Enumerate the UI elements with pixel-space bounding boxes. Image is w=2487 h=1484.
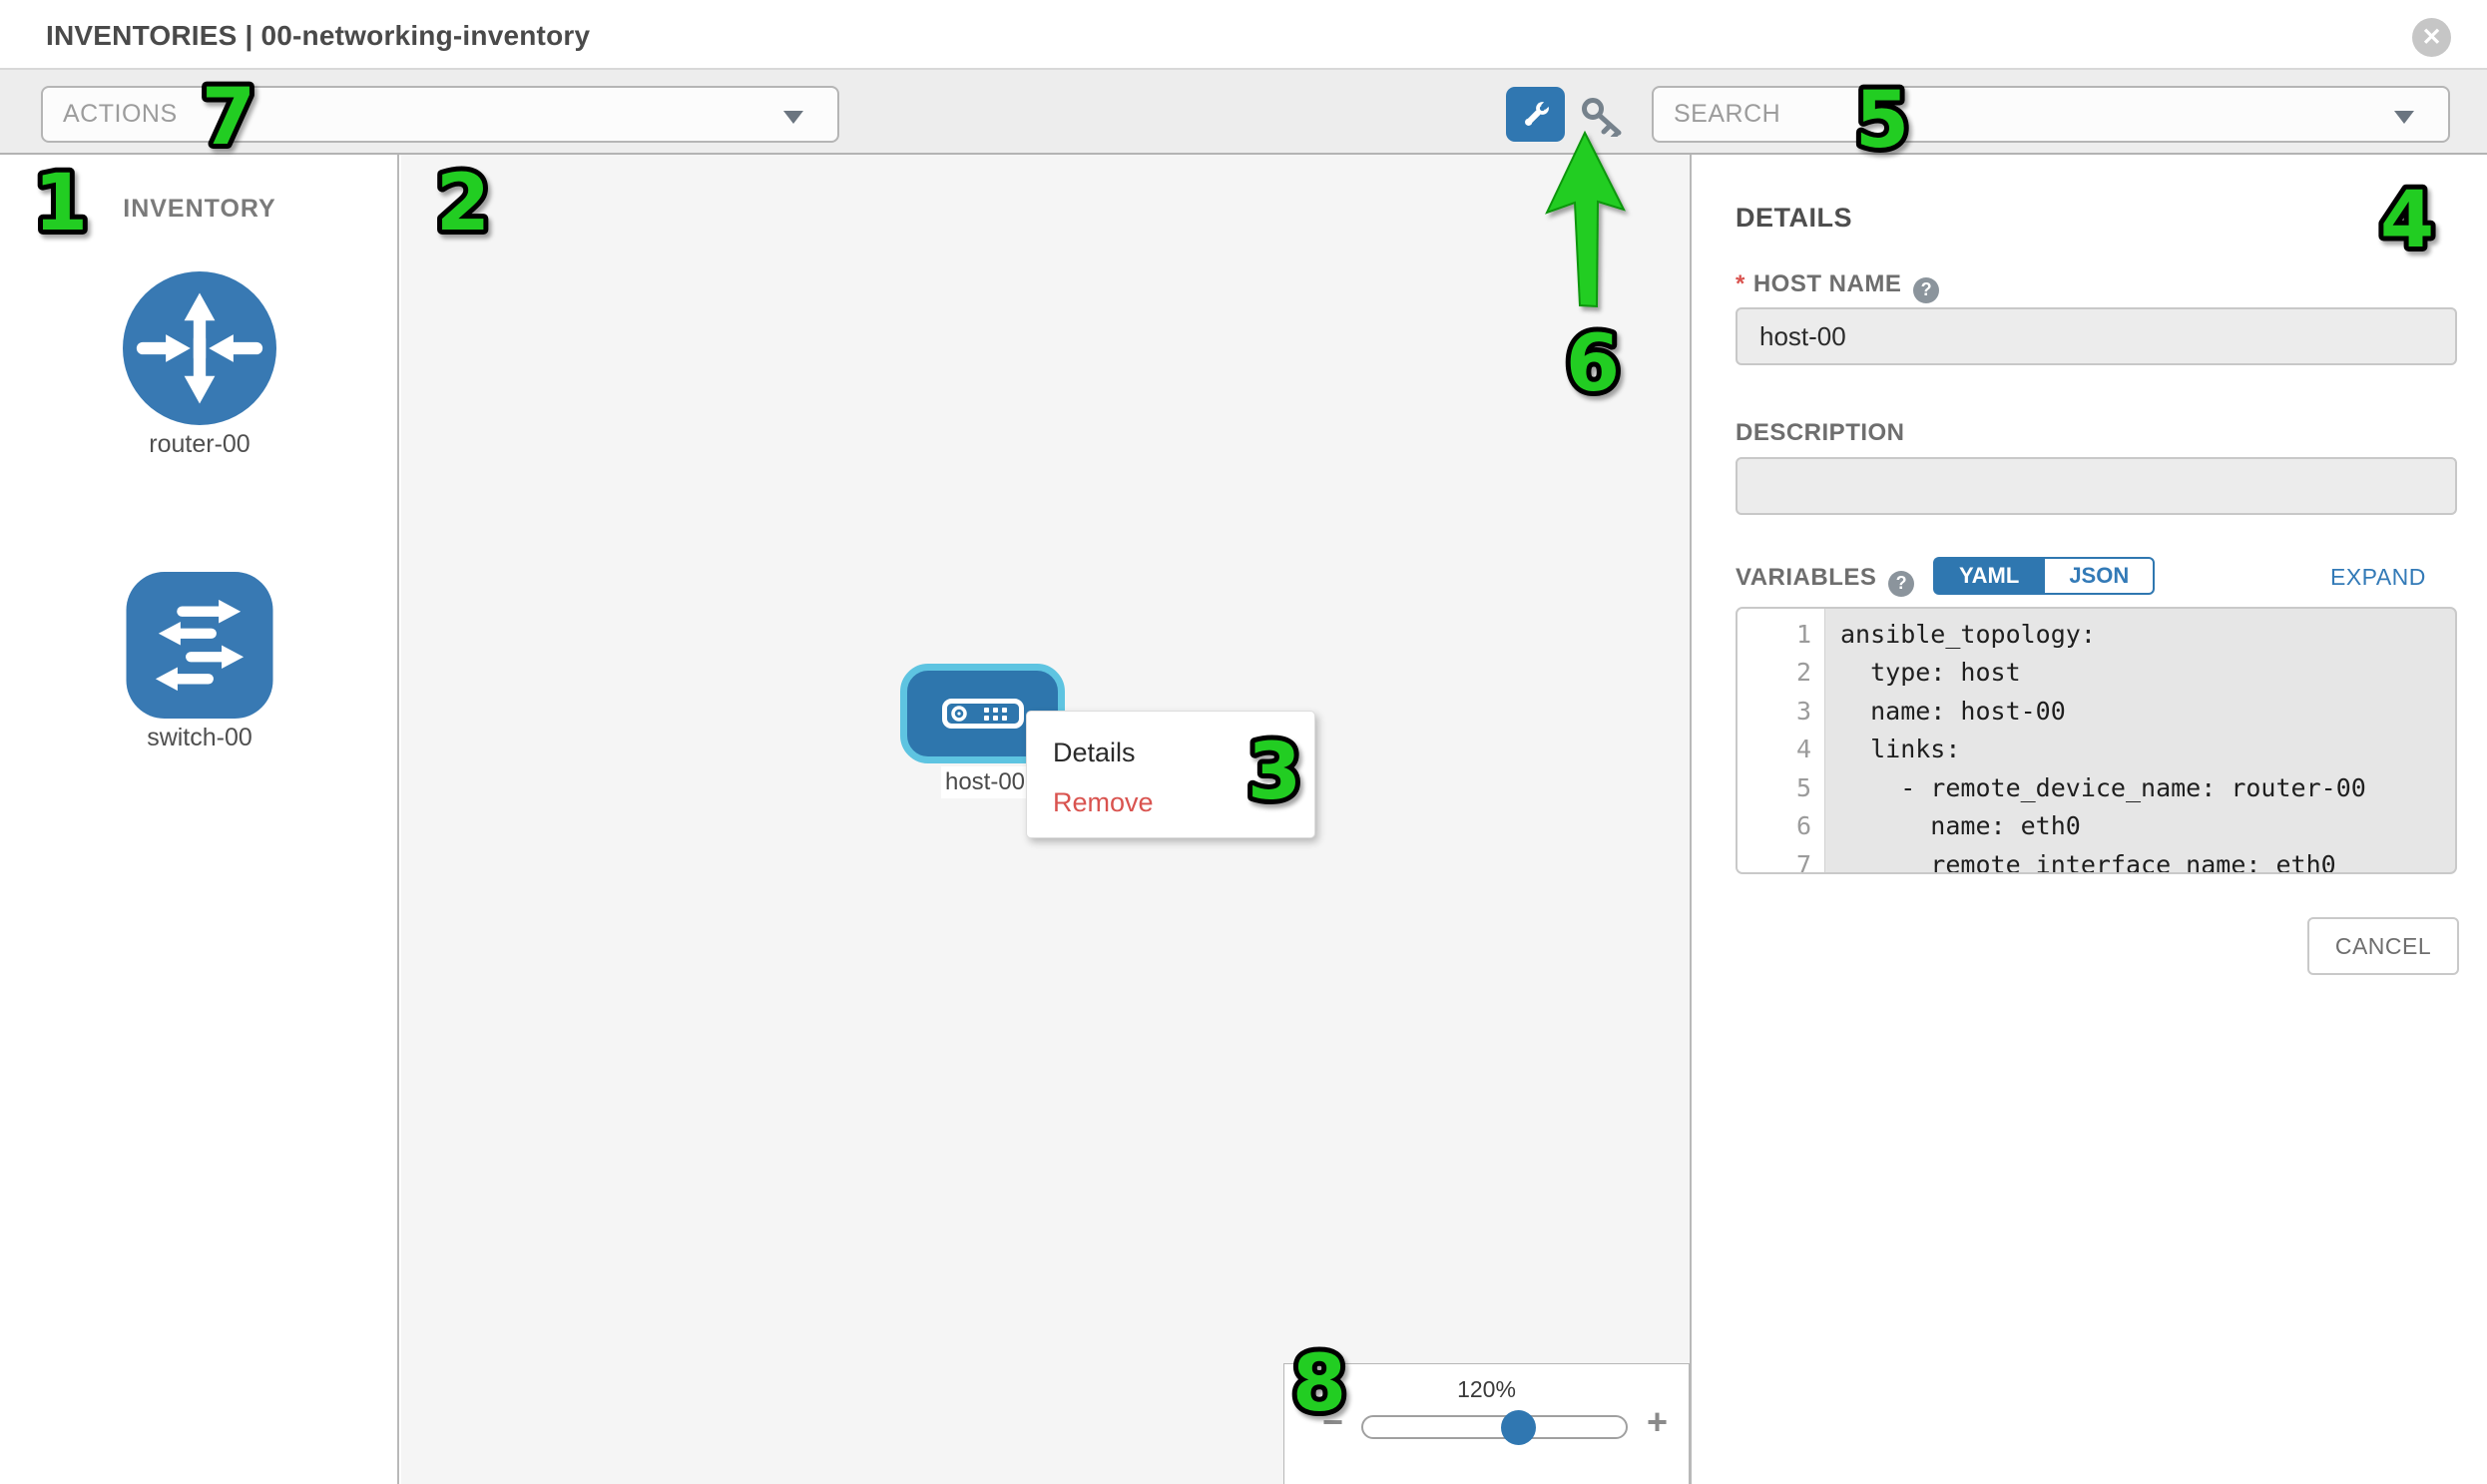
line-number: 6 (1795, 811, 1811, 841)
line-code: remote_interface_name: eth0 (1840, 849, 2336, 874)
topology-canvas[interactable]: host-00 Details Remove 120% − + (401, 155, 1690, 1484)
key-icon (1582, 98, 1622, 141)
variables-label: VARIABLES? (1736, 564, 1915, 597)
zoom-slider-thumb[interactable] (1501, 1410, 1537, 1445)
sidebar-title: INVENTORY (123, 195, 276, 223)
line-code: ansible_topology: (1840, 619, 2096, 649)
details-panel-title: DETAILS (1736, 203, 1852, 233)
variables-editor[interactable]: 1 ansible_topology: 2 type: host 3 name: ho… (1736, 607, 2457, 874)
host-node-label: host-00 (941, 766, 1029, 798)
editor-line: 7 remote_interface_name: eth0 (1738, 845, 2455, 874)
search-dropdown-label: SEARCH (1674, 100, 1781, 128)
chevron-down-icon (2394, 111, 2414, 124)
line-code: name: eth0 (1840, 811, 2081, 841)
node-context-menu: Details Remove (1026, 711, 1315, 838)
line-code: name: host-00 (1840, 696, 2066, 726)
header: INVENTORIES | 00-networking-inventory ✕ (0, 0, 2487, 70)
line-number: 5 (1795, 772, 1811, 802)
zoom-control: 120% − + (1283, 1363, 1690, 1484)
actions-dropdown-label: ACTIONS (63, 100, 178, 128)
sidebar-item-label: router-00 (149, 430, 250, 458)
line-code: links: (1840, 735, 1961, 764)
expand-link[interactable]: EXPAND (2330, 564, 2426, 590)
sidebar-item-switch[interactable]: switch-00 (0, 572, 399, 752)
editor-gutter (1738, 609, 1825, 872)
help-glyph: ? (1920, 279, 1933, 299)
editor-line: 6 name: eth0 (1738, 807, 2455, 846)
editor-line: 1 ansible_topology: (1738, 615, 2455, 654)
toolbar-tools-button[interactable] (1506, 87, 1565, 142)
sidebar-item-router[interactable]: router-00 (0, 271, 399, 459)
host-name-label-text: HOST NAME (1752, 270, 1902, 297)
close-glyph: ✕ (2421, 24, 2442, 51)
editor-line: 3 name: host-00 (1738, 692, 2455, 731)
host-icon (941, 699, 1024, 729)
menu-item-details[interactable]: Details (1053, 738, 1136, 767)
help-glyph: ? (1895, 573, 1908, 593)
zoom-in-button[interactable]: + (1647, 1401, 1669, 1442)
description-label: DESCRIPTION (1736, 419, 1905, 446)
zoom-slider[interactable] (1361, 1410, 1628, 1445)
editor-line: 5 - remote_device_name: router-00 (1738, 768, 2455, 807)
sidebar-item-label: switch-00 (147, 724, 252, 751)
chevron-down-icon (783, 111, 803, 124)
variables-label-text: VARIABLES (1736, 564, 1877, 591)
editor-line: 4 links: (1738, 731, 2455, 769)
menu-item-remove[interactable]: Remove (1053, 787, 1154, 817)
variables-format-toggle: YAML JSON (1933, 557, 2156, 595)
line-code: - remote_device_name: router-00 (1840, 772, 2366, 802)
json-toggle-button[interactable]: JSON (2043, 557, 2156, 595)
line-code: type: host (1840, 658, 2021, 688)
help-icon[interactable]: ? (1888, 570, 1915, 597)
required-asterisk: * (1736, 270, 1745, 297)
inventory-sidebar: INVENTORY router-00 (0, 155, 399, 1484)
line-number: 3 (1795, 696, 1811, 726)
description-input[interactable] (1736, 457, 2457, 515)
line-number: 4 (1795, 735, 1811, 764)
actions-dropdown[interactable]: ACTIONS (41, 86, 839, 143)
switch-icon (126, 572, 273, 719)
router-icon (123, 271, 276, 425)
zoom-level-label: 120% (1457, 1376, 1516, 1402)
wrench-icon (1524, 99, 1551, 126)
line-number: 1 (1795, 619, 1811, 649)
key-button[interactable] (1581, 97, 1627, 141)
line-number: 2 (1795, 658, 1811, 688)
toolbar: ACTIONS (0, 70, 2487, 155)
page-title: INVENTORIES | 00-networking-inventory (46, 20, 591, 51)
cancel-button[interactable]: CANCEL (2307, 917, 2459, 975)
host-node-label-text: host-00 (944, 768, 1026, 795)
details-panel: DETAILS * HOST NAME? DESCRIPTION VARIABLE… (1690, 155, 2487, 1484)
host-name-label: * HOST NAME? (1736, 270, 1940, 303)
search-dropdown[interactable]: SEARCH (1652, 86, 2450, 143)
editor-line: 2 type: host (1738, 654, 2455, 693)
yaml-toggle-button[interactable]: YAML (1933, 557, 2044, 595)
editor-lines: 1 ansible_topology: 2 type: host 3 name: ho… (1738, 615, 2455, 874)
line-number: 7 (1795, 849, 1811, 874)
zoom-out-button[interactable]: − (1322, 1401, 1344, 1442)
close-icon[interactable]: ✕ (2412, 18, 2451, 57)
host-name-input[interactable] (1736, 307, 2457, 365)
help-icon[interactable]: ? (1913, 276, 1940, 303)
